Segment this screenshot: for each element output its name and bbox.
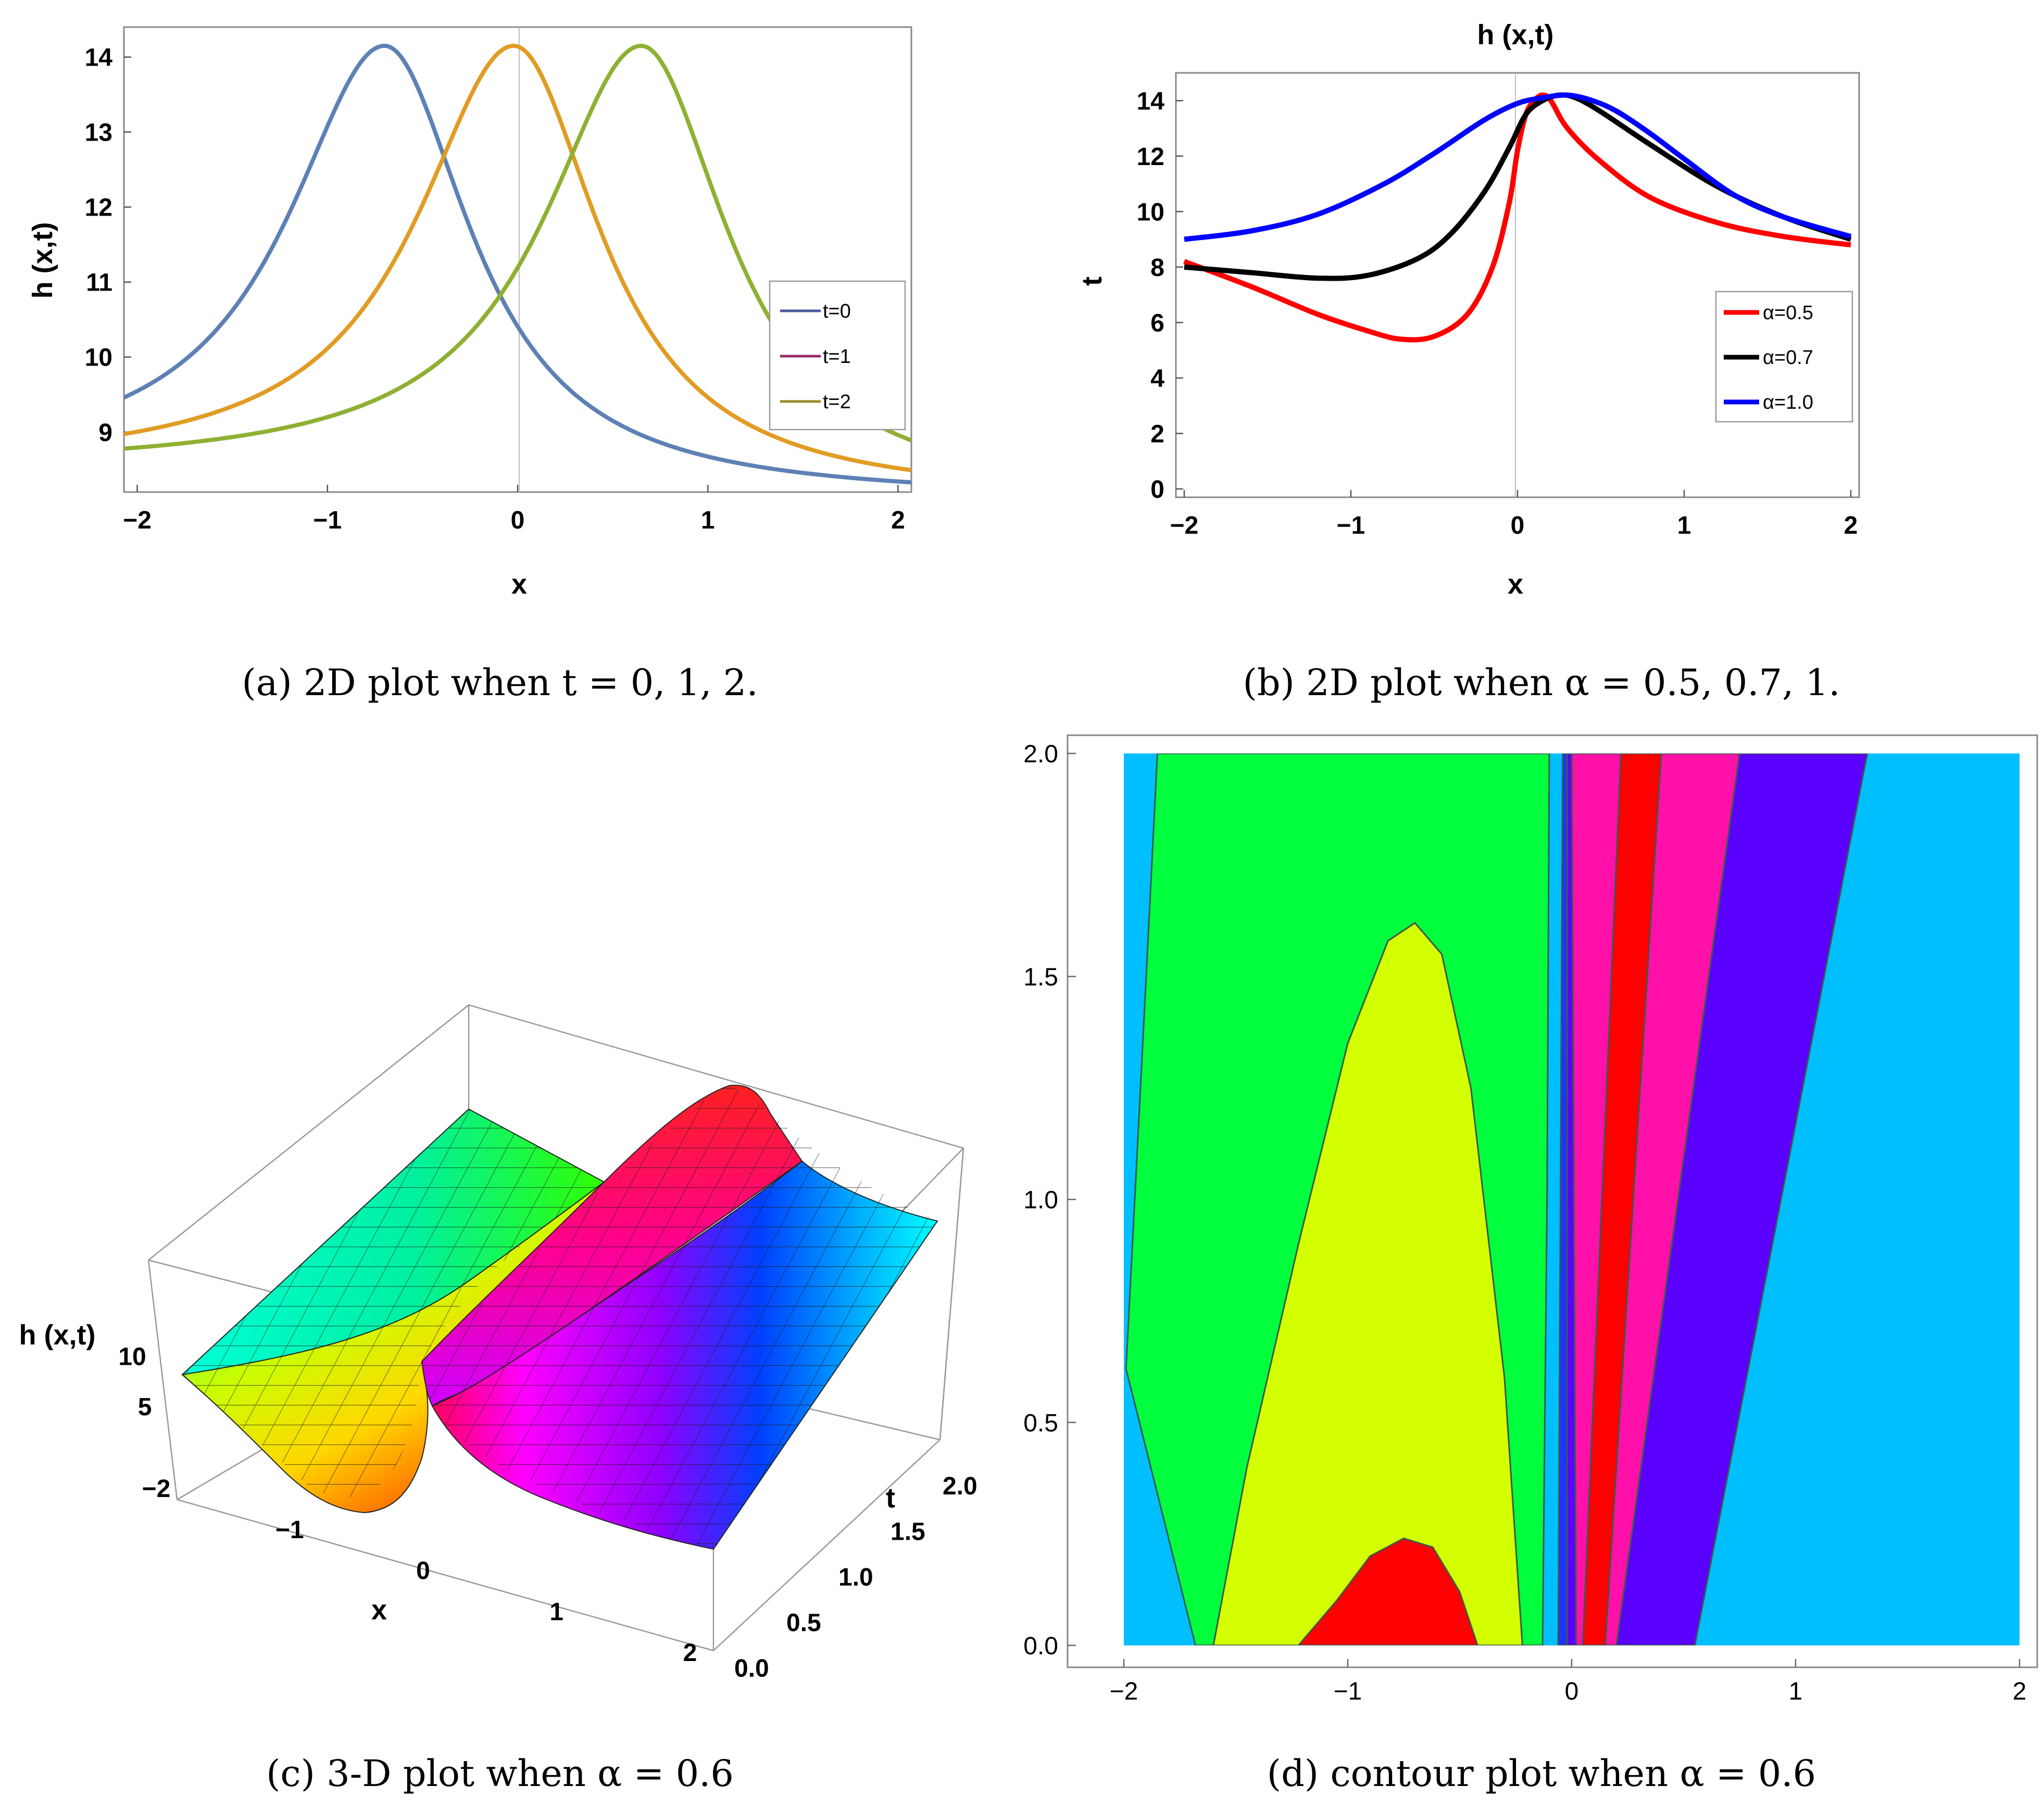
caption-b: (b) 2D plot when α = 0.5, 0.7, 1. — [1243, 661, 1840, 704]
d-xtick-label: −2 — [1110, 1678, 1138, 1705]
a-ytick-label: 14 — [85, 44, 113, 72]
legend-b-label-1: α=0.7 — [1763, 347, 1813, 369]
panel-b-lines — [1183, 92, 1852, 343]
b-xtick-label: 1 — [1677, 512, 1691, 539]
panel-b-title: h (x,t) — [1477, 19, 1554, 51]
panel-c-z-label: h (x,t) — [19, 1319, 96, 1351]
panel-b-y-label: t — [1076, 276, 1108, 286]
contour-region-violet — [1566, 753, 1577, 1645]
contour-region-red — [1297, 1537, 1478, 1645]
a-ytick-label: 12 — [85, 194, 112, 222]
panel-a-y-label: h (x,t) — [27, 222, 58, 299]
b-series-line-1 — [1184, 92, 1852, 281]
panel-d-regions — [1125, 753, 1869, 1645]
a-ytick-label: 13 — [85, 119, 112, 147]
d-ytick-label: 0.0 — [1023, 1632, 1058, 1660]
b-ytick-label: 8 — [1150, 254, 1164, 282]
c-ytick-label: 0.0 — [734, 1655, 769, 1682]
d-xtick-label: 2 — [2013, 1678, 2027, 1705]
panel-d: −2 −1 0 1 2 0.0 0.5 1.0 1.5 2.0 (d) contour plot … — [1023, 734, 2038, 1795]
legend-b-label-2: α=1.0 — [1763, 392, 1813, 413]
b-ytick-label: 2 — [1150, 420, 1164, 448]
panel-c-y-label: t — [886, 1482, 895, 1514]
b-ytick-label: 6 — [1150, 309, 1164, 337]
d-ytick-label: 2.0 — [1023, 740, 1058, 768]
c-xtick-label: 0 — [416, 1557, 430, 1585]
d-xtick-label: 1 — [1789, 1678, 1803, 1705]
d-ytick-label: 0.5 — [1023, 1410, 1058, 1437]
surface-mesh-left — [182, 1109, 604, 1498]
c-ytick-label: 1.5 — [891, 1518, 925, 1546]
b-series-line-2 — [1184, 92, 1852, 242]
caption-d: (d) contour plot when α = 0.6 — [1267, 1752, 1816, 1795]
a-xtick-label: −2 — [123, 507, 152, 534]
a-series-line-t=0 — [124, 43, 911, 485]
a-series-line-t=1 — [124, 43, 911, 472]
d-xtick-label: 0 — [1565, 1678, 1579, 1705]
panel-b-x-label: x — [1508, 569, 1523, 600]
d-ytick-label: 1.0 — [1023, 1187, 1058, 1214]
c-ytick-label: 2.0 — [943, 1473, 977, 1500]
b-ytick-label: 4 — [1150, 365, 1164, 393]
b-xtick-label: −1 — [1337, 512, 1365, 539]
a-xtick-label: 0 — [511, 507, 525, 534]
c-xtick-label: 1 — [549, 1598, 563, 1626]
b-ytick-label: 14 — [1137, 87, 1165, 115]
c-ytick-label: 0.5 — [786, 1609, 821, 1637]
b-ytick-label: 0 — [1150, 476, 1164, 504]
panel-c-ticks: −2 −1 0 1 2 0.0 0.5 1.0 1.5 2.0 5 10 — [118, 1343, 977, 1682]
d-xtick-label: −1 — [1334, 1678, 1362, 1705]
c-xtick-label: −1 — [275, 1516, 304, 1544]
panel-c-surface — [181, 1085, 938, 1550]
d-ytick-label: 1.5 — [1023, 963, 1058, 991]
panel-a-legend: t=0 t=1 t=2 — [769, 280, 906, 431]
b-xtick-label: 2 — [1844, 512, 1858, 539]
panel-a-x-label: x — [511, 569, 527, 600]
c-xtick-label: 2 — [683, 1639, 697, 1667]
b-series-line-0 — [1183, 92, 1851, 343]
panel-d-ticks: −2 −1 0 1 2 0.0 0.5 1.0 1.5 2.0 — [1023, 740, 2026, 1705]
c-ztick-label: 5 — [138, 1393, 152, 1421]
panel-c: −2 −1 0 1 2 0.0 0.5 1.0 1.5 2.0 5 10 h (x,t) x t (c… — [19, 1004, 977, 1795]
c-ytick-label: 1.0 — [838, 1564, 873, 1591]
contour-region-yellow — [1212, 922, 1523, 1645]
caption-c: (c) 3-D plot when α = 0.6 — [266, 1752, 734, 1795]
a-ytick-label: 11 — [86, 269, 112, 297]
legend-b-label-0: α=0.5 — [1763, 302, 1813, 324]
c-ztick-label: 10 — [118, 1343, 146, 1370]
panel-b-legend: α=0.5 α=0.7 α=1.0 — [1715, 291, 1853, 423]
a-ytick-label: 10 — [85, 344, 112, 372]
legend-a-label-1: t=1 — [823, 346, 851, 368]
b-xtick-label: −2 — [1170, 512, 1199, 539]
surface-mesh-right — [422, 1086, 937, 1549]
b-ytick-label: 12 — [1137, 143, 1164, 171]
a-ytick-label: 9 — [98, 419, 112, 447]
a-xtick-label: 1 — [701, 507, 715, 534]
panel-d-frame — [1067, 734, 2038, 1668]
contour-region-red — [1582, 753, 1662, 1645]
legend-a-label-0: t=0 — [823, 300, 851, 322]
b-xtick-label: 0 — [1511, 512, 1525, 539]
panel-c-x-label: x — [371, 1594, 387, 1626]
c-xtick-label: −2 — [142, 1475, 171, 1503]
b-ytick-label: 10 — [1137, 198, 1164, 226]
caption-a: (a) 2D plot when t = 0, 1, 2. — [242, 661, 758, 704]
a-xtick-label: 2 — [891, 507, 905, 534]
a-xtick-label: −1 — [313, 507, 342, 534]
contour-region-violet — [1615, 753, 1869, 1645]
legend-a-label-2: t=2 — [823, 391, 851, 413]
